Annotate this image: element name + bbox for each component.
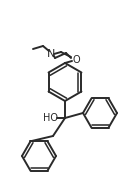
Text: HO: HO xyxy=(43,113,57,123)
Text: O: O xyxy=(72,55,80,65)
Text: N: N xyxy=(47,49,55,59)
